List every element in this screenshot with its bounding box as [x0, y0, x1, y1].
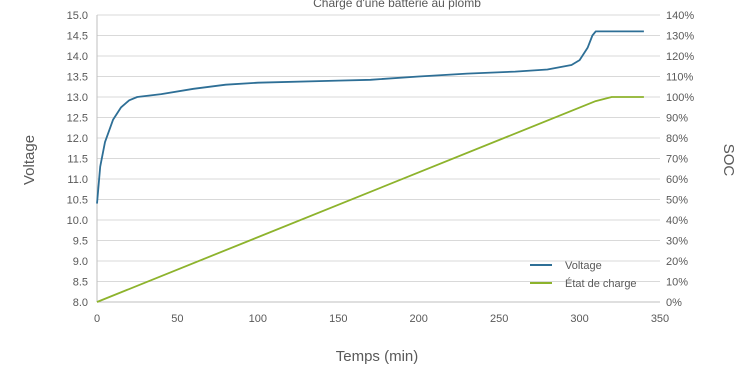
y2-tick-label: 140%	[666, 10, 694, 22]
x-tick-label: 300	[570, 313, 588, 325]
x-tick-label: 100	[249, 313, 267, 325]
y2-tick-label: 40%	[666, 215, 688, 227]
y2-tick-label: 50%	[666, 195, 688, 207]
y-tick-label: 11.5	[67, 154, 88, 166]
y2-tick-label: 80%	[666, 133, 688, 145]
y-tick-label: 8.0	[73, 297, 88, 309]
y-tick-label: 13.0	[67, 92, 88, 104]
axes	[96, 15, 660, 303]
y-tick-label: 11.0	[67, 174, 88, 186]
y-tick-label: 10.0	[67, 215, 88, 227]
x-tick-label: 150	[329, 313, 347, 325]
y2-axis-title: SOC	[720, 144, 737, 177]
x-tick-label: 350	[651, 313, 669, 325]
y2-tick-label: 130%	[666, 31, 694, 43]
series-line-etat-de-charge	[96, 96, 644, 303]
legend-label-voltage: Voltage	[565, 260, 602, 272]
y2-axis-tick-labels: 0% 10% 20% 30% 40% 50% 60% 70% 80% 90% 100% 110% 120…	[666, 10, 694, 309]
y2-tick-label: 10%	[666, 277, 688, 289]
y-tick-label: 12.5	[67, 113, 88, 125]
y2-tick-label: 70%	[666, 154, 688, 166]
x-axis-title: Temps (min)	[336, 348, 419, 365]
x-tick-label: 200	[410, 313, 428, 325]
y-tick-label: 9.5	[73, 236, 88, 248]
series-lines	[96, 30, 644, 303]
x-axis-tick-labels: 0 50 100 150 200 250 300 350	[94, 313, 669, 325]
y2-tick-label: 20%	[666, 256, 688, 268]
y2-tick-label: 110%	[666, 72, 694, 84]
x-tick-label: 250	[490, 313, 508, 325]
y2-tick-label: 60%	[666, 174, 688, 186]
y2-tick-label: 120%	[666, 51, 694, 63]
y-tick-label: 13.5	[67, 72, 88, 84]
y2-tick-label: 0%	[666, 297, 682, 309]
y-axis-tick-labels: 8.0 8.5 9.0 9.5 10.0 10.5 11.0 11.5 12.0 12.5 13.0…	[67, 10, 88, 309]
y-tick-label: 8.5	[73, 277, 88, 289]
y2-tick-label: 90%	[666, 113, 688, 125]
y2-tick-label: 30%	[666, 236, 688, 248]
y2-tick-label: 100%	[666, 92, 694, 104]
y-tick-label: 9.0	[73, 256, 88, 268]
y-tick-label: 14.5	[67, 31, 88, 43]
y-tick-label: 15.0	[67, 10, 88, 22]
legend-label-etat-de-charge: État de charge	[565, 277, 637, 290]
y-tick-label: 10.5	[67, 195, 88, 207]
series-line-voltage	[96, 30, 644, 204]
legend: Voltage État de charge	[530, 260, 637, 290]
y-tick-label: 14.0	[67, 51, 88, 63]
y-tick-label: 12.0	[67, 133, 88, 145]
gridlines	[97, 14, 660, 282]
x-tick-label: 0	[94, 313, 100, 325]
chart-title: Charge d'une batterie au plomb	[313, 0, 481, 10]
x-tick-label: 50	[171, 313, 183, 325]
y-axis-title: Voltage	[21, 135, 38, 185]
